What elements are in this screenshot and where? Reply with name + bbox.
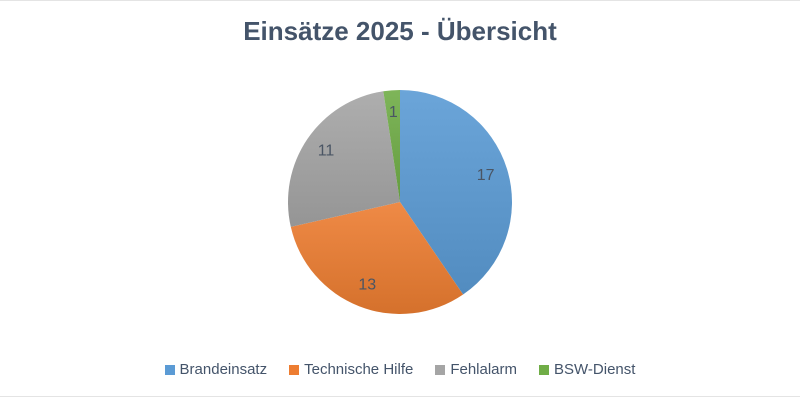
data-label-fehlalarm: 11 [318,143,335,160]
legend-swatch-icon [435,364,446,375]
chart-title: Einsätze 2025 - Übersicht [243,16,557,46]
legend-item-bsw-dienst: BSW-Dienst [539,361,635,378]
pie-slice-bsw-dienst [383,89,400,202]
legend-item-technische-hilfe: Technische Hilfe [289,361,413,378]
bottom-border-line [0,396,800,397]
legend-swatch-icon [539,364,550,375]
legend-label: Fehlalarm [450,361,518,378]
legend-label: Technische Hilfe [304,361,414,378]
data-label-brandeinsatz: 17 [477,167,495,184]
legend-item-fehlalarm: Fehlalarm [435,361,517,378]
legend-swatch-icon [289,364,300,375]
data-label-technische-hilfe: 13 [358,277,376,294]
legend-item-brandeinsatz: Brandeinsatz [164,361,268,378]
legend-label: BSW-Dienst [554,361,636,378]
pie-slice-brandeinsatz [400,90,513,295]
pie-slice-fehlalarm [288,91,400,227]
top-border-line [0,0,800,1]
chart-legend: Brandeinsatz Technische Hilfe Fehlalarm BSW… [0,361,800,378]
data-label-bsw-dienst: 1 [389,104,398,121]
legend-label: Brandeinsatz [179,361,268,378]
legend-swatch-icon [164,364,175,375]
pie-slice-technische-hilfe [290,202,464,314]
